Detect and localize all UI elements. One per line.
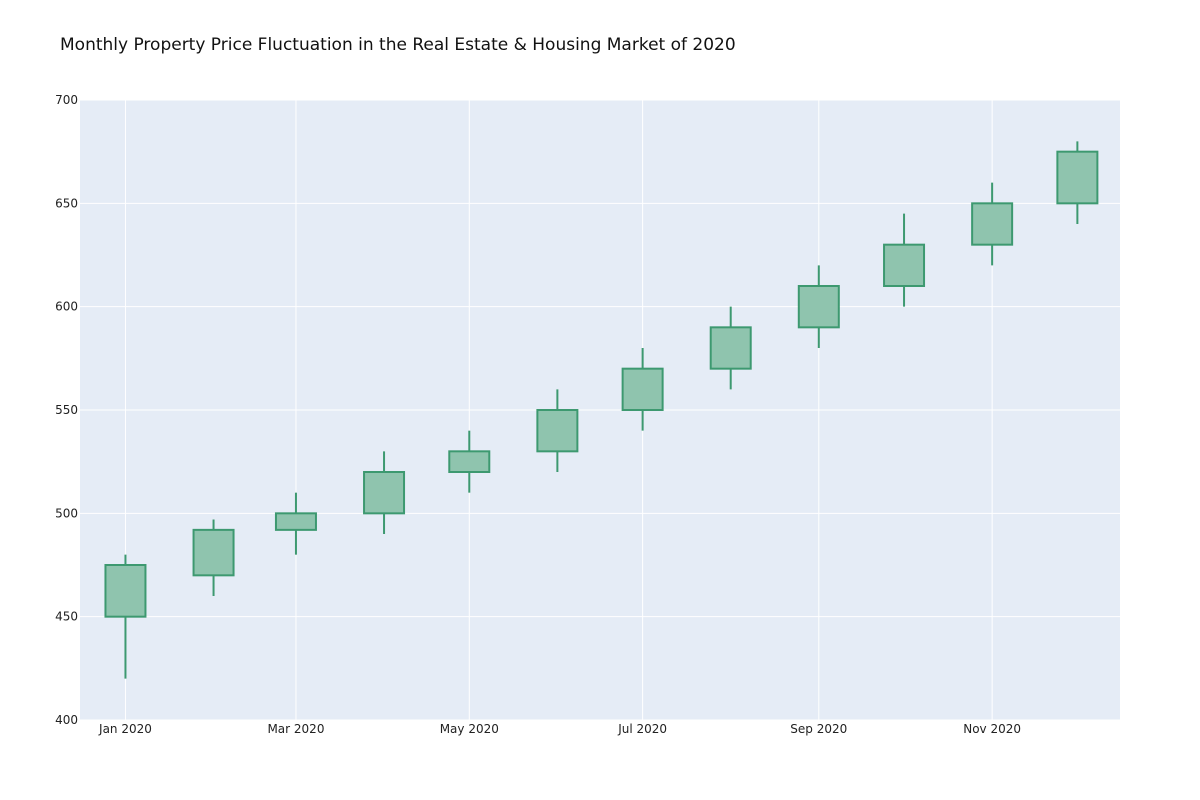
y-tick-label: 600 (55, 300, 78, 314)
x-tick-label: Jul 2020 (617, 722, 667, 736)
candles (104, 141, 1099, 679)
x-tick-label: Mar 2020 (267, 722, 324, 736)
x-tick-label: Sep 2020 (790, 722, 847, 736)
y-tick-label: 400 (55, 713, 78, 727)
candle-body (971, 202, 1014, 246)
candle-body (797, 285, 840, 329)
y-tick-label: 700 (55, 93, 78, 107)
x-tick-label: May 2020 (440, 722, 499, 736)
y-tick-label: 500 (55, 506, 78, 520)
y-tick-label: 550 (55, 403, 78, 417)
candle-body (883, 243, 926, 288)
x-tick-label: Jan 2020 (98, 722, 152, 736)
candle-body (709, 326, 752, 370)
y-tick-label: 450 (55, 610, 78, 624)
x-axis: Jan 2020 Mar 2020 May 2020 Jul 2020 Sep 2020… (98, 722, 1021, 736)
candle-body (448, 450, 491, 474)
candle-body (536, 409, 579, 453)
y-tick-label: 650 (55, 196, 78, 210)
candle-body (363, 471, 406, 515)
candle-body (192, 528, 235, 577)
candle-body (1056, 150, 1099, 205)
candle-body (104, 564, 147, 618)
candle-body (274, 512, 317, 531)
y-axis: 400 450 500 550 600 650 700 (55, 93, 78, 727)
chart-title: Monthly Property Price Fluctuation in th… (60, 35, 736, 55)
candle-body (621, 367, 664, 411)
x-tick-label: Nov 2020 (963, 722, 1021, 736)
